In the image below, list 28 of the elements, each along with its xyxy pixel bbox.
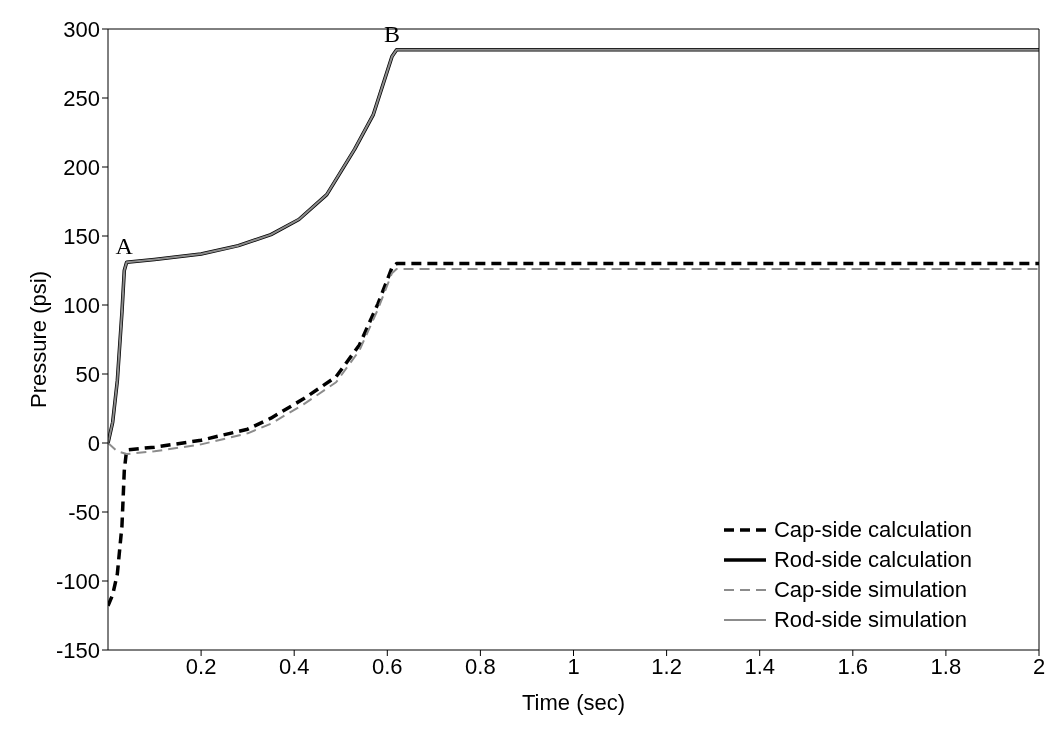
y-tick-label: -50: [68, 499, 100, 525]
x-tick-label: 1: [567, 653, 580, 679]
x-tick-label: 0.2: [185, 653, 217, 679]
x-tick-label: 2: [1032, 653, 1046, 679]
y-tick-label: 50: [75, 361, 100, 387]
y-axis-title: Pressure (psi): [25, 271, 51, 408]
x-tick-label: 1.4: [744, 653, 775, 679]
y-tick-label: -150: [55, 637, 100, 663]
legend-label: Rod-side calculation: [773, 546, 972, 574]
legend-label: Cap-side calculation: [773, 516, 972, 544]
x-tick-label: 1.2: [651, 653, 682, 679]
y-tick-label: 100: [63, 292, 100, 318]
legend-label: Rod-side simulation: [773, 606, 968, 634]
legend-label: Cap-side simulation: [773, 576, 968, 604]
y-tick-label: 300: [63, 16, 100, 42]
x-tick-label: 1.6: [837, 653, 869, 679]
x-tick-label: 1.8: [930, 653, 962, 679]
x-tick-label: 0.8: [465, 653, 496, 679]
x-tick-label: 0.6: [372, 653, 403, 679]
y-tick-label: 0: [87, 430, 100, 456]
y-tick-label: 200: [63, 154, 100, 180]
annotation: B: [383, 20, 400, 47]
annotation: A: [115, 233, 134, 260]
x-axis-title: Time (sec): [521, 689, 626, 715]
y-tick-label: 250: [63, 85, 100, 111]
y-tick-label: 150: [63, 223, 100, 249]
y-tick-label: -100: [55, 568, 100, 594]
x-tick-label: 0.4: [278, 653, 310, 679]
